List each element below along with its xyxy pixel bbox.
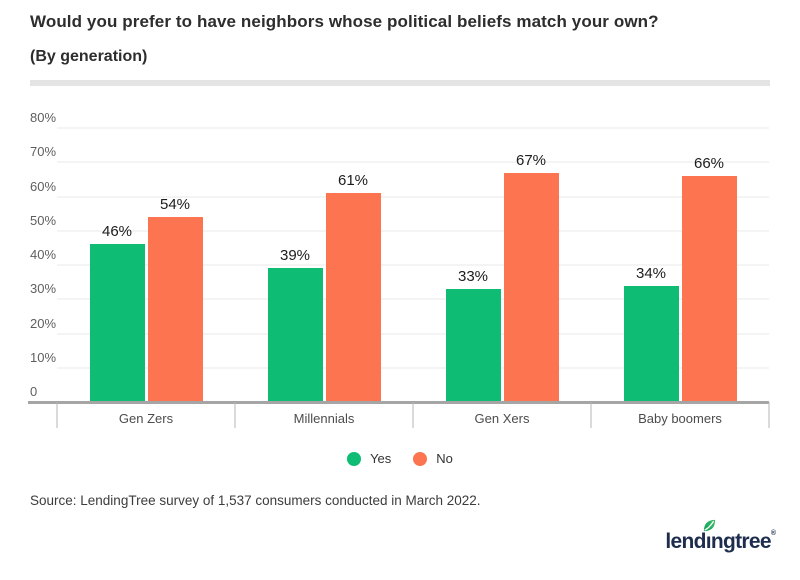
bar-group-gen-xers: 33% 67% bbox=[413, 128, 591, 402]
bar-column-gen-xers-no: 67% bbox=[503, 128, 559, 402]
bar-value-label: 46% bbox=[101, 223, 133, 241]
x-axis: Gen Zers Millennials Gen Xers Baby boomers bbox=[56, 402, 770, 434]
logo-text-ngtree: ngtree bbox=[710, 530, 772, 553]
bar-no bbox=[147, 217, 203, 402]
legend-item-yes: Yes bbox=[347, 451, 391, 466]
bar-column-millennials-no: 61% bbox=[325, 128, 381, 402]
y-gridline-50 bbox=[57, 230, 769, 232]
bar-value-label: 66% bbox=[693, 154, 725, 172]
leaf-icon bbox=[703, 519, 715, 532]
bar-value-label: 61% bbox=[337, 172, 369, 190]
bar-column-baby-boomers-yes: 34% bbox=[623, 128, 679, 402]
y-gridline-60 bbox=[57, 196, 769, 197]
y-gridline-10 bbox=[57, 367, 769, 369]
y-tick-label-30: 30% bbox=[30, 281, 57, 297]
bar-no bbox=[503, 172, 559, 402]
bar-group-gen-zers: 46% 54% bbox=[57, 128, 235, 402]
plot-area: 0 10% 20% 30% 40% 50% 60% 70% 80% 46% 54% 39% 61% 33%… bbox=[30, 110, 769, 402]
y-tick-label-50: 50% bbox=[30, 212, 57, 228]
y-tick-label-60: 60% bbox=[30, 178, 57, 194]
y-tick-label-0: 0 bbox=[30, 384, 38, 399]
y-tick-label-10: 10% bbox=[30, 349, 57, 365]
y-tick-label-20: 20% bbox=[30, 315, 57, 331]
bar-column-gen-zers-yes: 46% bbox=[89, 128, 145, 402]
x-category-label-millennials: Millennials bbox=[293, 411, 355, 426]
y-gridline-40 bbox=[57, 264, 769, 266]
x-category-label-baby-boomers: Baby boomers bbox=[638, 411, 722, 426]
bar-yes bbox=[623, 285, 679, 402]
x-category-label-gen-xers: Gen Xers bbox=[474, 411, 530, 426]
logo-text-lend: lend bbox=[665, 530, 706, 553]
logo-text-i: ı bbox=[705, 530, 712, 553]
bar-value-label: 54% bbox=[159, 196, 191, 214]
bar-group-millennials: 39% 61% bbox=[235, 128, 413, 402]
bar-column-baby-boomers-no: 66% bbox=[681, 128, 737, 402]
y-gridline-80 bbox=[57, 127, 769, 129]
bar-yes bbox=[445, 288, 501, 402]
x-axis-tick bbox=[56, 402, 58, 428]
x-axis-tick bbox=[768, 402, 770, 428]
bar-no bbox=[681, 175, 737, 402]
x-axis-tick bbox=[412, 402, 414, 428]
legend-dot-yes bbox=[347, 451, 362, 466]
x-axis-tick bbox=[590, 402, 592, 428]
legend-item-no: No bbox=[413, 451, 453, 466]
source-note: Source: LendingTree survey of 1,537 cons… bbox=[30, 493, 481, 508]
bar-value-label: 34% bbox=[635, 264, 667, 282]
bar-group-baby-boomers: 34% 66% bbox=[591, 128, 769, 402]
y-tick-label-70: 70% bbox=[30, 144, 57, 160]
chart-title: Would you prefer to have neighbors whose… bbox=[30, 12, 659, 31]
bar-column-gen-zers-no: 54% bbox=[147, 128, 203, 402]
legend-dot-no bbox=[413, 451, 428, 466]
x-category-label-gen-zers: Gen Zers bbox=[118, 411, 174, 426]
chart-legend: Yes No bbox=[0, 451, 800, 466]
bar-no bbox=[325, 193, 381, 402]
chart-subtitle: (By generation) bbox=[30, 48, 148, 65]
bar-value-label: 67% bbox=[515, 151, 547, 169]
bar-yes bbox=[267, 268, 323, 402]
bar-value-label: 33% bbox=[457, 267, 489, 285]
y-gridline-70 bbox=[57, 161, 769, 163]
y-gridline-20 bbox=[57, 333, 769, 334]
legend-label-no: No bbox=[436, 451, 453, 466]
bar-value-label: 39% bbox=[279, 247, 311, 265]
registered-mark: ® bbox=[770, 530, 776, 537]
bar-yes bbox=[89, 244, 145, 402]
legend-label-yes: Yes bbox=[370, 451, 392, 466]
lendingtree-logo: lend ıngtree® bbox=[665, 519, 776, 554]
header-divider bbox=[30, 80, 770, 86]
x-axis-tick bbox=[234, 402, 236, 428]
y-gridline-30 bbox=[57, 298, 769, 300]
logo-leaf-anchor: ı bbox=[703, 519, 715, 554]
bar-column-millennials-yes: 39% bbox=[267, 128, 323, 402]
y-tick-label-80: 80% bbox=[30, 110, 57, 125]
bar-column-gen-xers-yes: 33% bbox=[445, 128, 501, 402]
y-tick-label-40: 40% bbox=[30, 247, 57, 262]
bar-groups: 46% 54% 39% 61% 33% 67% 34% 66% bbox=[57, 128, 769, 402]
x-axis-line bbox=[28, 401, 769, 404]
